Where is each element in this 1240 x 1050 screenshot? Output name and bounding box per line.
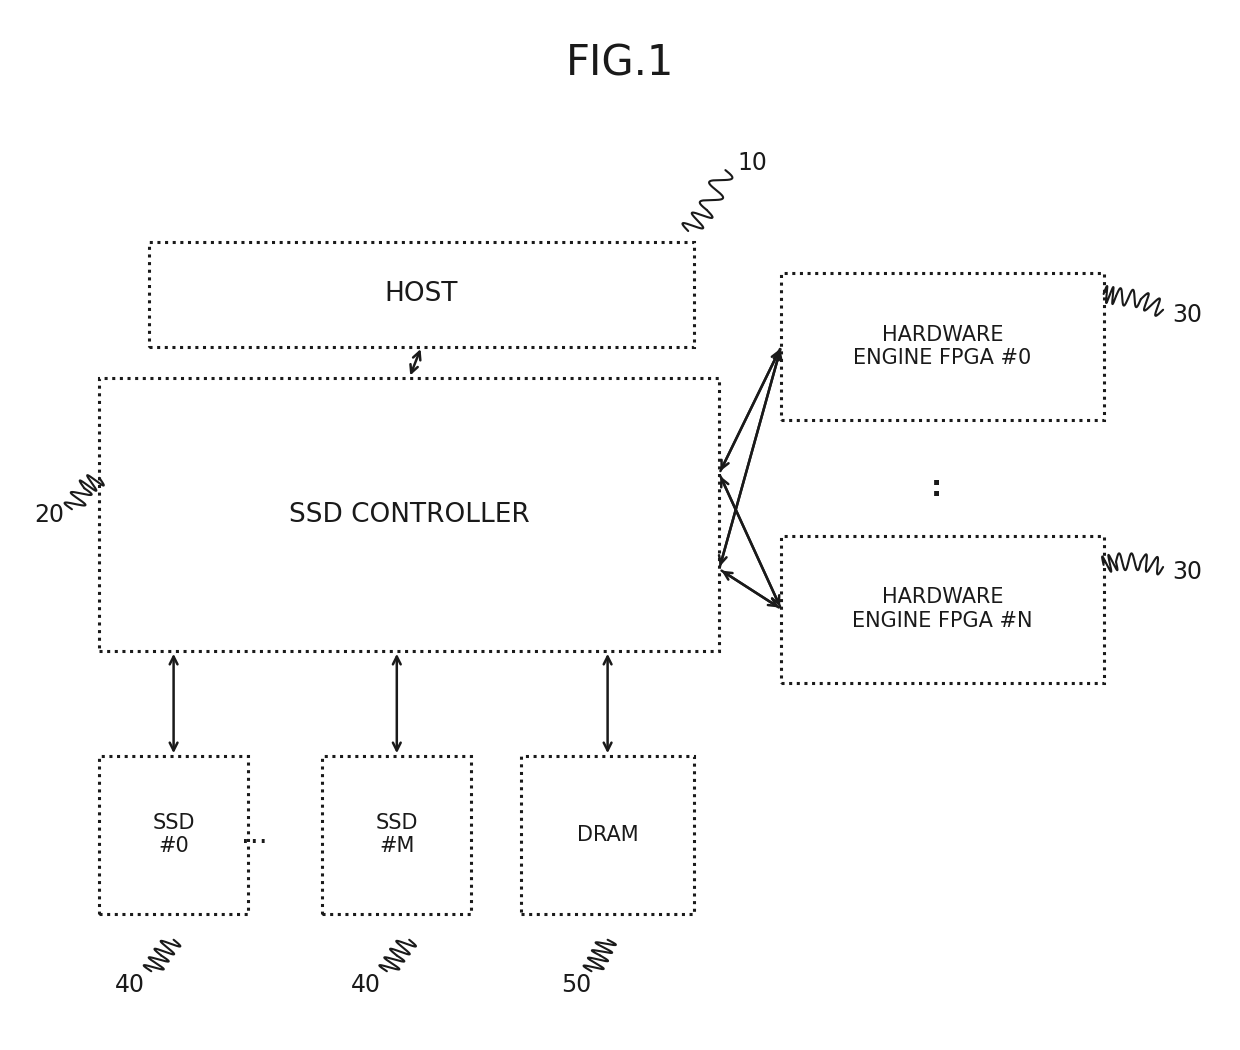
Text: 50: 50 [562,973,591,996]
Bar [781,273,1104,420]
Text: SSD
#M: SSD #M [376,813,418,857]
Bar [99,756,248,914]
Text: 30: 30 [1172,561,1202,584]
Bar [149,242,694,346]
Text: ...: ... [241,821,268,848]
Bar [322,756,471,914]
Text: HARDWARE
ENGINE FPGA #0: HARDWARE ENGINE FPGA #0 [853,324,1032,369]
Text: 30: 30 [1172,303,1202,327]
Bar [781,536,1104,682]
Text: HOST: HOST [384,281,459,307]
Text: 40: 40 [351,973,381,996]
Text: DRAM: DRAM [577,824,639,845]
Bar [99,378,719,651]
Text: :: : [931,475,941,502]
Text: SSD CONTROLLER: SSD CONTROLLER [289,502,529,527]
Text: 40: 40 [115,973,145,996]
Bar [521,756,694,914]
Text: HARDWARE
ENGINE FPGA #N: HARDWARE ENGINE FPGA #N [852,587,1033,631]
Text: 20: 20 [35,503,64,526]
Text: SSD
#0: SSD #0 [153,813,195,857]
Text: 10: 10 [738,151,768,174]
Text: FIG.1: FIG.1 [565,42,675,84]
